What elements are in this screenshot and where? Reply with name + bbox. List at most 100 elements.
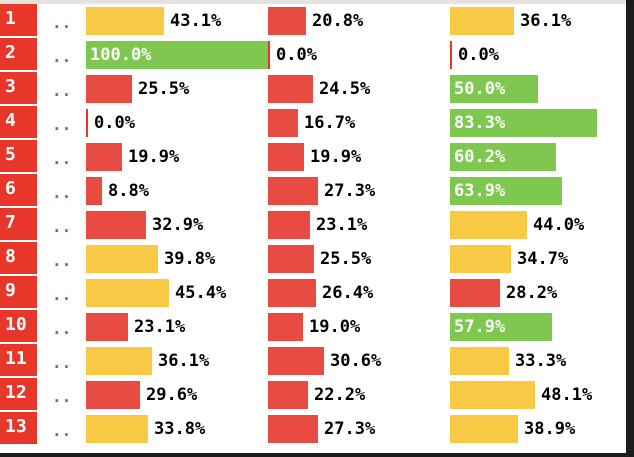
- row-number: 7: [5, 212, 16, 233]
- row-expander-dots[interactable]: ..: [52, 251, 72, 270]
- percent-label: 45.4%: [175, 283, 227, 303]
- table-row: 9.. 45.4% 26.4% 28.2%: [0, 276, 626, 309]
- percent-bar: [450, 347, 509, 375]
- row-expander-dots[interactable]: ..: [52, 115, 72, 134]
- percent-label: 19.9%: [128, 147, 180, 167]
- row-number: 11: [5, 348, 27, 369]
- right-border: [626, 0, 634, 457]
- row-number-cell: 7: [0, 208, 37, 241]
- percent-label: 27.3%: [324, 181, 376, 201]
- percent-label: 29.6%: [146, 385, 198, 405]
- percent-label: 23.1%: [316, 215, 368, 235]
- percent-bar: [450, 313, 552, 341]
- row-expander-dots[interactable]: ..: [52, 13, 72, 32]
- row-number-cell: 12: [0, 378, 37, 411]
- percent-label: 36.1%: [520, 11, 572, 31]
- percent-bar: [268, 313, 303, 341]
- percent-bar: [268, 177, 318, 205]
- percent-bar: [86, 347, 152, 375]
- percent-label: 38.9%: [524, 419, 576, 439]
- row-number: 2: [5, 42, 16, 63]
- row-expander-dots[interactable]: ..: [52, 319, 72, 338]
- percent-label: 19.0%: [309, 317, 361, 337]
- top-border: [0, 0, 634, 4]
- percent-bar: [450, 279, 500, 307]
- bottom-border: [0, 453, 634, 457]
- percent-bar: [86, 177, 102, 205]
- row-number-cell: 5: [0, 140, 37, 173]
- row-expander-dots[interactable]: ..: [52, 387, 72, 406]
- row-expander-dots[interactable]: ..: [52, 217, 72, 236]
- percent-bar: [86, 7, 164, 35]
- row-number: 13: [5, 416, 27, 437]
- percent-label: 100.0%: [90, 45, 152, 65]
- percent-bar: [450, 109, 597, 137]
- table-row: 4.. 0.0% 16.7% 83.3%: [0, 106, 626, 139]
- row-expander-dots[interactable]: ..: [52, 285, 72, 304]
- percent-label: 48.1%: [541, 385, 593, 405]
- percent-bar: [86, 75, 132, 103]
- percent-bar: [268, 415, 318, 443]
- percent-label: 0.0%: [276, 45, 317, 65]
- percent-bar: [268, 41, 270, 69]
- row-number-cell: 4: [0, 106, 37, 139]
- percent-bar: [268, 7, 306, 35]
- percent-label: 0.0%: [94, 113, 135, 133]
- percent-label: 19.9%: [310, 147, 362, 167]
- row-number-cell: 11: [0, 344, 37, 377]
- percent-bar: [86, 313, 128, 341]
- table-row: 10.. 23.1% 19.0% 57.9%: [0, 310, 626, 343]
- row-expander-dots[interactable]: ..: [52, 183, 72, 202]
- percent-bar: [268, 381, 308, 409]
- row-number: 9: [5, 280, 16, 301]
- percent-bar: [450, 245, 511, 273]
- percent-label: 32.9%: [152, 215, 204, 235]
- row-number-cell: 10: [0, 310, 37, 343]
- row-expander-dots[interactable]: ..: [52, 81, 72, 100]
- row-number-cell: 3: [0, 72, 37, 105]
- row-number: 10: [5, 314, 27, 335]
- percent-bar: [268, 279, 316, 307]
- percent-label: 43.1%: [170, 11, 222, 31]
- percent-bar: [450, 41, 452, 69]
- row-number-cell: 9: [0, 276, 37, 309]
- percent-label: 16.7%: [304, 113, 356, 133]
- percent-label: 39.8%: [164, 249, 216, 269]
- table-row: 7.. 32.9% 23.1% 44.0%: [0, 208, 626, 241]
- row-expander-dots[interactable]: ..: [52, 421, 72, 440]
- percent-bar: [86, 143, 122, 171]
- row-expander-dots[interactable]: ..: [52, 47, 72, 66]
- percent-bar: [86, 279, 169, 307]
- percent-bar: [86, 381, 140, 409]
- percent-bar: [268, 109, 298, 137]
- percent-bar: [86, 245, 158, 273]
- row-number-cell: 8: [0, 242, 37, 275]
- percent-label: 57.9%: [454, 317, 506, 337]
- percent-label: 27.3%: [324, 419, 376, 439]
- percent-bar: [450, 7, 514, 35]
- percent-bar: [268, 143, 304, 171]
- percent-label: 83.3%: [454, 113, 506, 133]
- table-row: 13.. 33.8% 27.3% 38.9%: [0, 412, 626, 445]
- percent-label: 20.8%: [312, 11, 364, 31]
- row-expander-dots[interactable]: ..: [52, 353, 72, 372]
- row-expander-dots[interactable]: ..: [52, 149, 72, 168]
- percent-label: 50.0%: [454, 79, 506, 99]
- percent-bar: [86, 41, 268, 69]
- percent-label: 24.5%: [319, 79, 371, 99]
- percent-label: 26.4%: [322, 283, 374, 303]
- table-row: 8.. 39.8% 25.5% 34.7%: [0, 242, 626, 275]
- percent-label: 30.6%: [330, 351, 382, 371]
- row-number-cell: 6: [0, 174, 37, 207]
- percent-label: 0.0%: [458, 45, 499, 65]
- percent-bar: [268, 245, 314, 273]
- percent-label: 63.9%: [454, 181, 506, 201]
- table-row: 12.. 29.6% 22.2% 48.1%: [0, 378, 626, 411]
- row-number: 6: [5, 178, 16, 199]
- percent-label: 33.8%: [154, 419, 206, 439]
- percent-label: 33.3%: [515, 351, 567, 371]
- percent-bar: [450, 211, 527, 239]
- percent-label: 23.1%: [134, 317, 186, 337]
- percent-bar: [268, 211, 310, 239]
